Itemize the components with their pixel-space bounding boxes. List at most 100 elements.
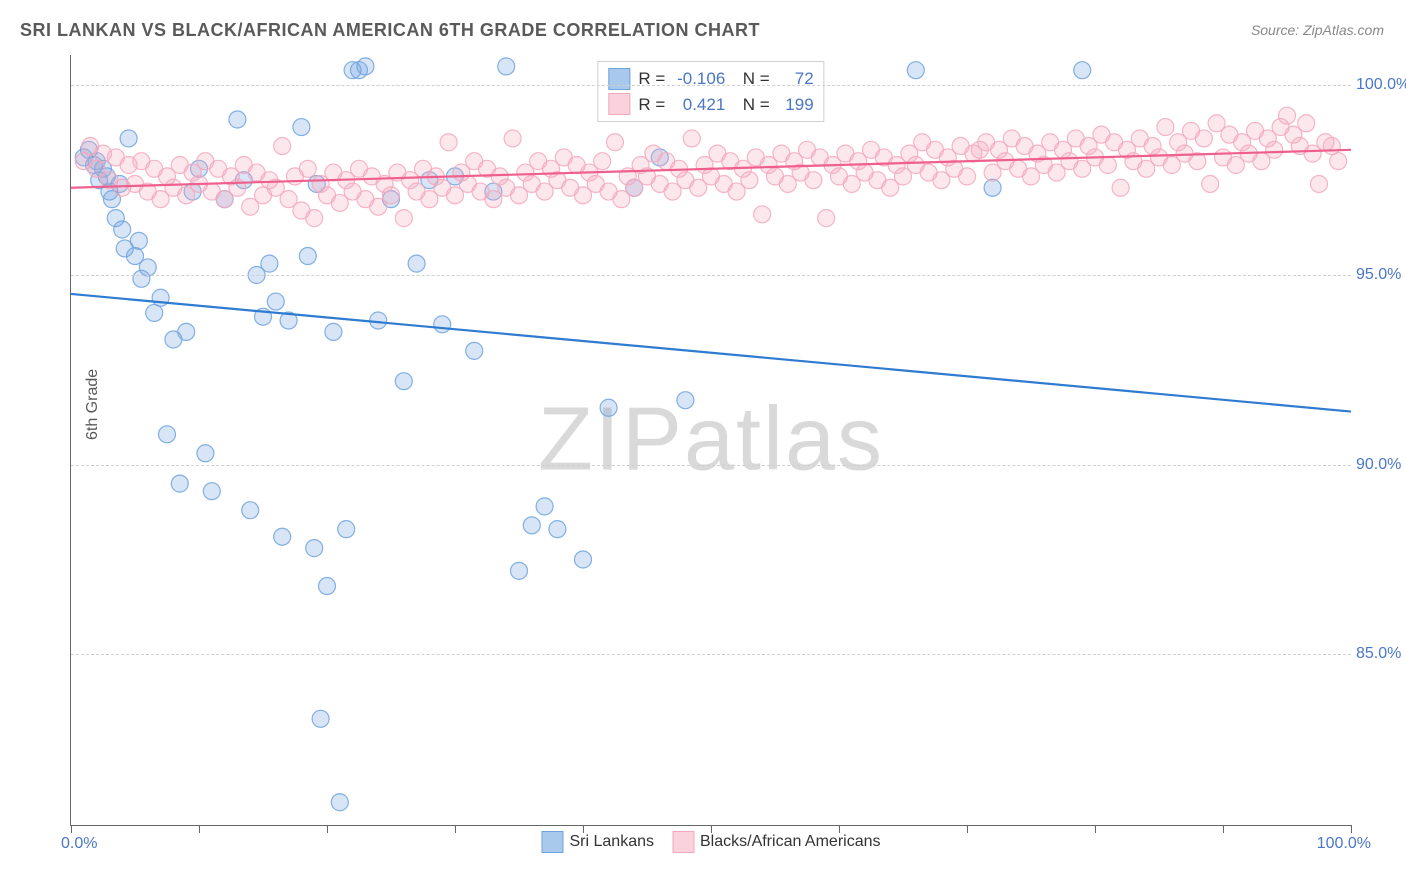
scatter-point xyxy=(466,342,483,359)
plot-area: ZIPatlas R =-0.106 N =72R =0.421 N =199 … xyxy=(70,55,1351,826)
scatter-point xyxy=(600,399,617,416)
scatter-point xyxy=(242,502,259,519)
scatter-point xyxy=(130,232,147,249)
scatter-svg-layer xyxy=(71,55,1351,825)
scatter-point xyxy=(1330,153,1347,170)
scatter-point xyxy=(1074,62,1091,79)
correlation-stats-box: R =-0.106 N =72R =0.421 N =199 xyxy=(597,61,824,122)
scatter-point xyxy=(536,498,553,515)
scatter-point xyxy=(1202,175,1219,192)
scatter-point xyxy=(594,153,611,170)
scatter-point xyxy=(1112,179,1129,196)
scatter-point xyxy=(395,373,412,390)
scatter-point xyxy=(395,210,412,227)
scatter-point xyxy=(511,562,528,579)
scatter-point xyxy=(741,172,758,189)
legend-swatch xyxy=(541,831,563,853)
y-tick-label: 95.0% xyxy=(1356,266,1406,284)
scatter-point xyxy=(677,392,694,409)
scatter-point xyxy=(549,521,566,538)
scatter-point xyxy=(1099,157,1116,174)
gridline xyxy=(71,275,1351,276)
legend-item: Blacks/African Americans xyxy=(672,831,881,853)
scatter-point xyxy=(312,710,329,727)
scatter-point xyxy=(498,58,515,75)
scatter-point xyxy=(754,206,771,223)
scatter-point xyxy=(331,794,348,811)
scatter-point xyxy=(261,255,278,272)
stats-swatch xyxy=(608,93,630,115)
legend: Sri Lankans Blacks/African Americans xyxy=(541,831,880,853)
x-tick xyxy=(967,825,968,833)
scatter-point xyxy=(306,210,323,227)
chart-title: SRI LANKAN VS BLACK/AFRICAN AMERICAN 6TH… xyxy=(20,20,760,41)
scatter-point xyxy=(120,130,137,147)
scatter-point xyxy=(440,134,457,151)
stats-row: R =-0.106 N =72 xyxy=(608,66,813,92)
scatter-point xyxy=(1266,141,1283,158)
x-tick xyxy=(583,825,584,833)
scatter-point xyxy=(357,58,374,75)
scatter-point xyxy=(959,168,976,185)
scatter-point xyxy=(523,517,540,534)
scatter-point xyxy=(408,255,425,272)
scatter-point xyxy=(1311,175,1328,192)
scatter-point xyxy=(1279,107,1296,124)
scatter-point xyxy=(434,316,451,333)
x-tick xyxy=(839,825,840,833)
scatter-point xyxy=(1298,115,1315,132)
scatter-point xyxy=(984,179,1001,196)
x-axis-max-label: 100.0% xyxy=(1317,835,1371,853)
x-axis-min-label: 0.0% xyxy=(61,835,97,853)
scatter-point xyxy=(178,323,195,340)
x-tick xyxy=(711,825,712,833)
scatter-point xyxy=(114,221,131,238)
scatter-point xyxy=(818,210,835,227)
scatter-point xyxy=(229,111,246,128)
scatter-point xyxy=(504,130,521,147)
y-axis-label: 6th Grade xyxy=(84,369,102,440)
stats-swatch xyxy=(608,68,630,90)
stats-row: R =0.421 N =199 xyxy=(608,92,813,118)
scatter-point xyxy=(683,130,700,147)
source-attribution: Source: ZipAtlas.com xyxy=(1251,22,1384,38)
scatter-point xyxy=(306,540,323,557)
scatter-point xyxy=(907,62,924,79)
scatter-point xyxy=(293,119,310,136)
x-tick xyxy=(455,825,456,833)
legend-item: Sri Lankans xyxy=(541,831,654,853)
scatter-point xyxy=(159,426,176,443)
scatter-point xyxy=(299,248,316,265)
scatter-point xyxy=(171,475,188,492)
scatter-point xyxy=(146,304,163,321)
gridline xyxy=(71,654,1351,655)
scatter-point xyxy=(274,138,291,155)
scatter-point xyxy=(338,521,355,538)
chart-container: SRI LANKAN VS BLACK/AFRICAN AMERICAN 6TH… xyxy=(0,0,1406,892)
x-tick xyxy=(1223,825,1224,833)
y-tick-label: 100.0% xyxy=(1356,76,1406,94)
scatter-point xyxy=(1157,119,1174,136)
scatter-point xyxy=(1323,138,1340,155)
scatter-point xyxy=(139,259,156,276)
x-tick xyxy=(1095,825,1096,833)
y-tick-label: 90.0% xyxy=(1356,456,1406,474)
scatter-point xyxy=(203,483,220,500)
scatter-point xyxy=(197,445,214,462)
x-tick xyxy=(327,825,328,833)
x-tick xyxy=(71,825,72,833)
scatter-point xyxy=(1195,130,1212,147)
x-tick xyxy=(1351,825,1352,833)
trend-line xyxy=(71,294,1351,412)
scatter-point xyxy=(805,172,822,189)
scatter-point xyxy=(267,293,284,310)
scatter-point xyxy=(370,312,387,329)
scatter-point xyxy=(383,187,400,204)
scatter-point xyxy=(607,134,624,151)
y-tick-label: 85.0% xyxy=(1356,645,1406,663)
scatter-point xyxy=(325,323,342,340)
scatter-point xyxy=(274,528,291,545)
gridline xyxy=(71,465,1351,466)
scatter-point xyxy=(319,578,336,595)
scatter-point xyxy=(299,160,316,177)
